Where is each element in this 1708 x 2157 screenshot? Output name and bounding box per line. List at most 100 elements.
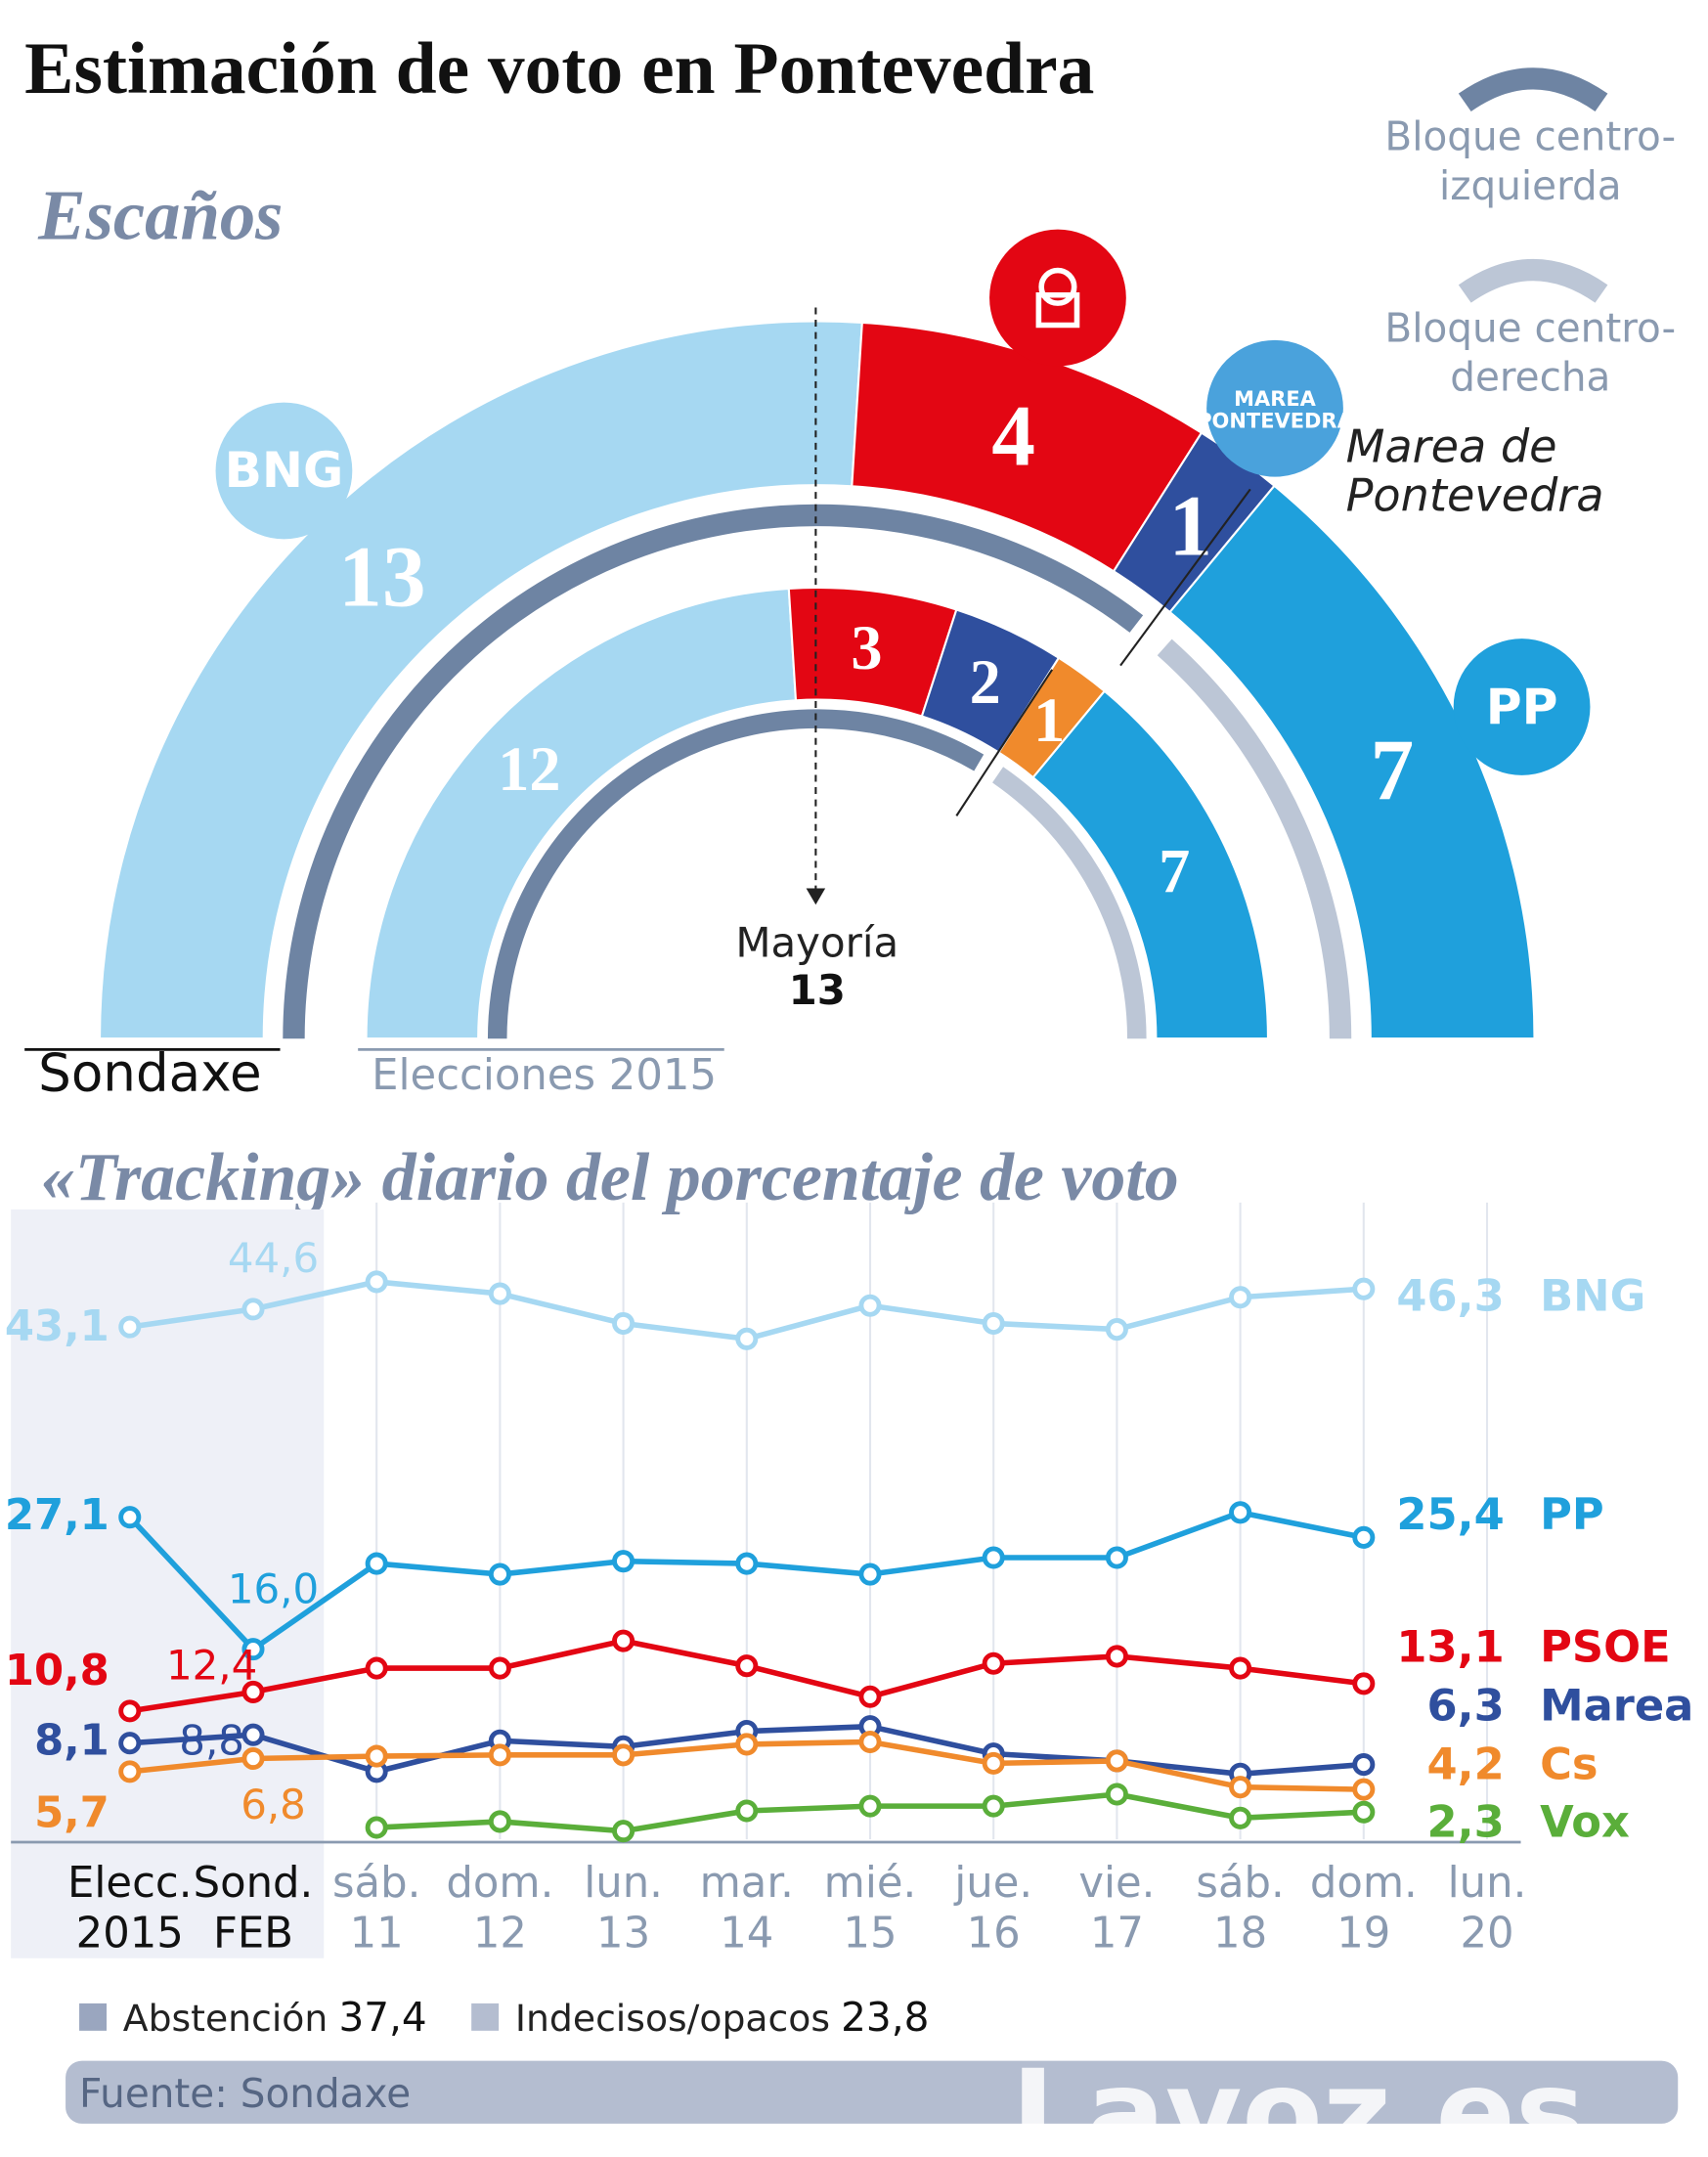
party-logo-rose [1035, 267, 1080, 329]
legend-label: Marea [1540, 1680, 1693, 1732]
data-point [612, 1820, 635, 1843]
data-point [858, 1685, 882, 1708]
x-tick-label: mié. 15 [824, 1859, 917, 1959]
data-point [1229, 1501, 1252, 1524]
value-label: 2,3 [1427, 1795, 1505, 1847]
value-label: 25,4 [1396, 1488, 1504, 1540]
data-point [612, 1550, 635, 1573]
note-label: Indecisos/opacos [515, 1997, 830, 2040]
bloc-legend-icon [1458, 67, 1608, 112]
value-label: 10,8 [5, 1647, 109, 1695]
data-point [1352, 1800, 1376, 1824]
data-point [118, 1506, 142, 1529]
data-point [488, 1810, 511, 1833]
data-point [1352, 1753, 1376, 1777]
party-logo [1453, 638, 1591, 775]
tracking-title: «Tracking» diario del porcentaje de voto [41, 1140, 1179, 1215]
watermark: Lavoz.es [1011, 2046, 1585, 2157]
data-point [1229, 1286, 1252, 1309]
value-label: 27,1 [5, 1491, 109, 1540]
data-point [858, 1794, 882, 1818]
seat-label: 2 [970, 647, 1001, 717]
data-point [488, 1656, 511, 1680]
data-point [488, 1282, 511, 1305]
data-point [1352, 1277, 1376, 1300]
data-point [612, 1743, 635, 1767]
value-label: 8,8 [179, 1717, 244, 1765]
seat-segment [98, 320, 863, 1040]
data-point [1105, 1546, 1128, 1569]
bloc-arc-right [1157, 638, 1352, 1039]
party-logo-text: PP [1486, 678, 1558, 735]
data-point [735, 1799, 759, 1823]
seat-label: 13 [338, 529, 425, 626]
data-point [1352, 1525, 1376, 1549]
shaded-period [11, 1209, 325, 1959]
party-logo [215, 402, 353, 540]
seat-segment [1168, 484, 1536, 1040]
bloc-arc-left [487, 709, 985, 1039]
source-bar [66, 2060, 1679, 2124]
data-point [118, 1699, 142, 1723]
data-point [1105, 1318, 1128, 1342]
data-point [241, 1746, 265, 1771]
data-point [612, 1629, 635, 1652]
x-tick-label: lun. 13 [584, 1859, 663, 1959]
data-point [735, 1733, 759, 1756]
data-point [241, 1298, 265, 1321]
data-point [241, 1680, 265, 1703]
bloc-arc-right [992, 767, 1147, 1039]
data-point [365, 1656, 388, 1680]
data-point [982, 1311, 1005, 1336]
data-point [118, 1732, 142, 1755]
bloc-legend-icon [1458, 259, 1608, 303]
data-point [982, 1751, 1005, 1775]
data-point [735, 1327, 759, 1350]
data-point [982, 1794, 1005, 1818]
x-tick-label: sáb. 11 [332, 1859, 420, 1959]
x-tick-label: mar. 14 [700, 1859, 794, 1959]
note-value: 37,4 [338, 1994, 426, 2041]
value-label: 12,4 [166, 1642, 257, 1690]
ring-label: Sondaxe [38, 1042, 262, 1103]
data-point [118, 1760, 142, 1783]
marea-label: Marea de Pontevedra [1346, 419, 1604, 521]
legend-label: Cs [1540, 1739, 1598, 1790]
source: Fuente: Sondaxe [79, 2070, 411, 2117]
value-label: 43,1 [5, 1302, 109, 1351]
value-label: 8,1 [34, 1717, 109, 1766]
seat-label: 12 [498, 734, 560, 804]
x-tick-label: dom. 12 [446, 1859, 553, 1959]
seat-label: 1 [1033, 685, 1065, 755]
pointer [955, 669, 1054, 816]
x-tick-label: sáb. 18 [1196, 1859, 1284, 1959]
legend-label: PP [1540, 1488, 1604, 1540]
majority-label: Mayoría [735, 918, 898, 966]
data-point [1229, 1776, 1252, 1799]
value-label: 6,8 [241, 1781, 306, 1828]
data-point [365, 1552, 388, 1575]
seat-label: 4 [991, 387, 1035, 484]
data-point [1105, 1783, 1128, 1806]
majority-value: 13 [789, 966, 846, 1014]
x-tick-label: Elecc. 2015 [67, 1859, 192, 1959]
x-tick-label: dom. 19 [1310, 1859, 1418, 1959]
data-point [365, 1744, 388, 1768]
data-point [735, 1654, 759, 1678]
data-point [1105, 1749, 1128, 1773]
data-point [735, 1552, 759, 1575]
x-tick-label: jue. 16 [953, 1859, 1032, 1959]
x-tick-label: Sond. FEB [194, 1859, 314, 1959]
data-point [1229, 1656, 1252, 1680]
data-point [612, 1311, 635, 1336]
value-label: 6,3 [1427, 1680, 1505, 1732]
x-tick-label: vie. 17 [1078, 1859, 1155, 1959]
note-label: Abstención [123, 1997, 328, 2040]
data-point [488, 1563, 511, 1586]
data-point [1105, 1645, 1128, 1668]
data-point [982, 1651, 1005, 1675]
note-swatch [79, 2003, 108, 2031]
data-point [858, 1563, 882, 1586]
